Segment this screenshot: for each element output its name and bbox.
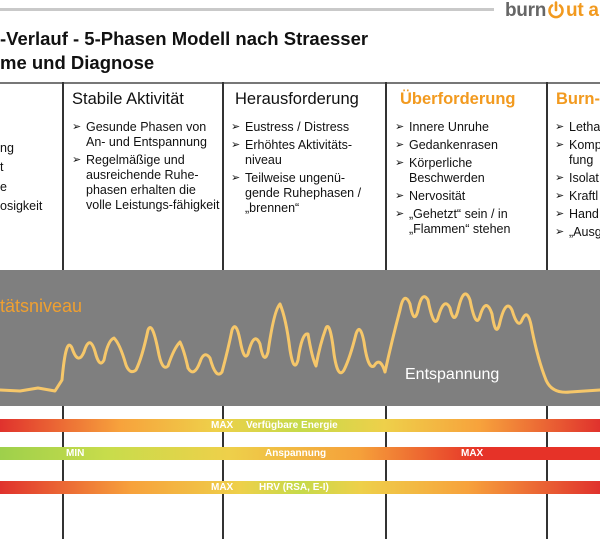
page-subtitle: me und Diagnose <box>0 52 155 73</box>
list-item: „Gehetzt“ sein / in „Flammen“ stehen <box>395 207 540 237</box>
list-item: Komp fung <box>555 138 600 168</box>
phase-list-herausforderung: Eustress / Distress Erhöhtes Aktivitäts-… <box>231 120 379 219</box>
list-item: Erhöhtes Aktivitäts-niveau <box>231 138 379 168</box>
col0-item-4: osigkeit <box>0 199 43 213</box>
list-item: Kraftl <box>555 189 600 204</box>
list-item: Letha <box>555 120 600 135</box>
hrv-bar <box>0 481 600 494</box>
activity-band <box>0 270 600 406</box>
list-item: Gedankenrasen <box>395 138 540 153</box>
list-item: Eustress / Distress <box>231 120 379 135</box>
phase-heading-ueberforderung: Überforderung <box>400 90 516 108</box>
energy-bar-max-label: MAX <box>211 420 234 431</box>
phase-list-stabile-aktivitaet: Gesunde Phasen von An- und Entspannung R… <box>72 120 222 216</box>
list-item: Nervosität <box>395 189 540 204</box>
list-item: „Ausg <box>555 225 600 240</box>
activity-wave <box>0 292 600 394</box>
list-item: Regelmäßige und ausreichende Ruhe-phasen… <box>72 153 222 213</box>
energy-bar <box>0 419 600 432</box>
activity-level-label: tätsniveau <box>0 296 83 316</box>
phase-heading-herausforderung: Herausforderung <box>235 90 359 108</box>
list-item: Hand <box>555 207 600 222</box>
tension-bar-min-label: MIN <box>66 448 85 459</box>
col0-item-2: t <box>0 160 4 174</box>
relaxation-label: Entspannung <box>405 366 500 383</box>
hrv-bar-max-label: MAX <box>211 482 234 493</box>
tension-bar <box>0 447 600 460</box>
logo-suffix: ut a <box>566 0 599 21</box>
list-item: Körperliche Beschwerden <box>395 156 540 186</box>
hrv-bar-name: HRV (RSA, E-I) <box>259 482 329 493</box>
energy-bar-name: Verfügbare Energie <box>246 420 338 431</box>
table-top-rule <box>0 82 600 84</box>
col0-item-1: ng <box>0 141 14 155</box>
phase-heading-stabile-aktivitaet: Stabile Aktivität <box>72 90 184 108</box>
logo-prefix: burn <box>505 0 547 21</box>
power-icon <box>547 1 565 19</box>
page-title: -Verlauf - 5-Phasen Modell nach Straesse… <box>0 28 369 49</box>
phase-list-ueberforderung: Innere Unruhe Gedankenrasen Körperliche … <box>395 120 540 240</box>
list-item: Teilweise ungenü-gende Ruhephasen / „bre… <box>231 171 379 216</box>
header-rule <box>0 8 494 11</box>
phase-list-burnout: Letha Komp fung Isolat Kraftl Hand „Ausg <box>555 120 600 243</box>
tension-bar-max-label: MAX <box>461 448 484 459</box>
list-item: Gesunde Phasen von An- und Entspannung <box>72 120 222 150</box>
col0-item-3: e <box>0 180 7 194</box>
list-item: Isolat <box>555 171 600 186</box>
tension-bar-name: Anspannung <box>265 448 327 459</box>
list-item: Innere Unruhe <box>395 120 540 135</box>
burnout-logo: burn ut a <box>505 0 599 24</box>
phase-heading-burnout: Burn- <box>556 90 600 108</box>
